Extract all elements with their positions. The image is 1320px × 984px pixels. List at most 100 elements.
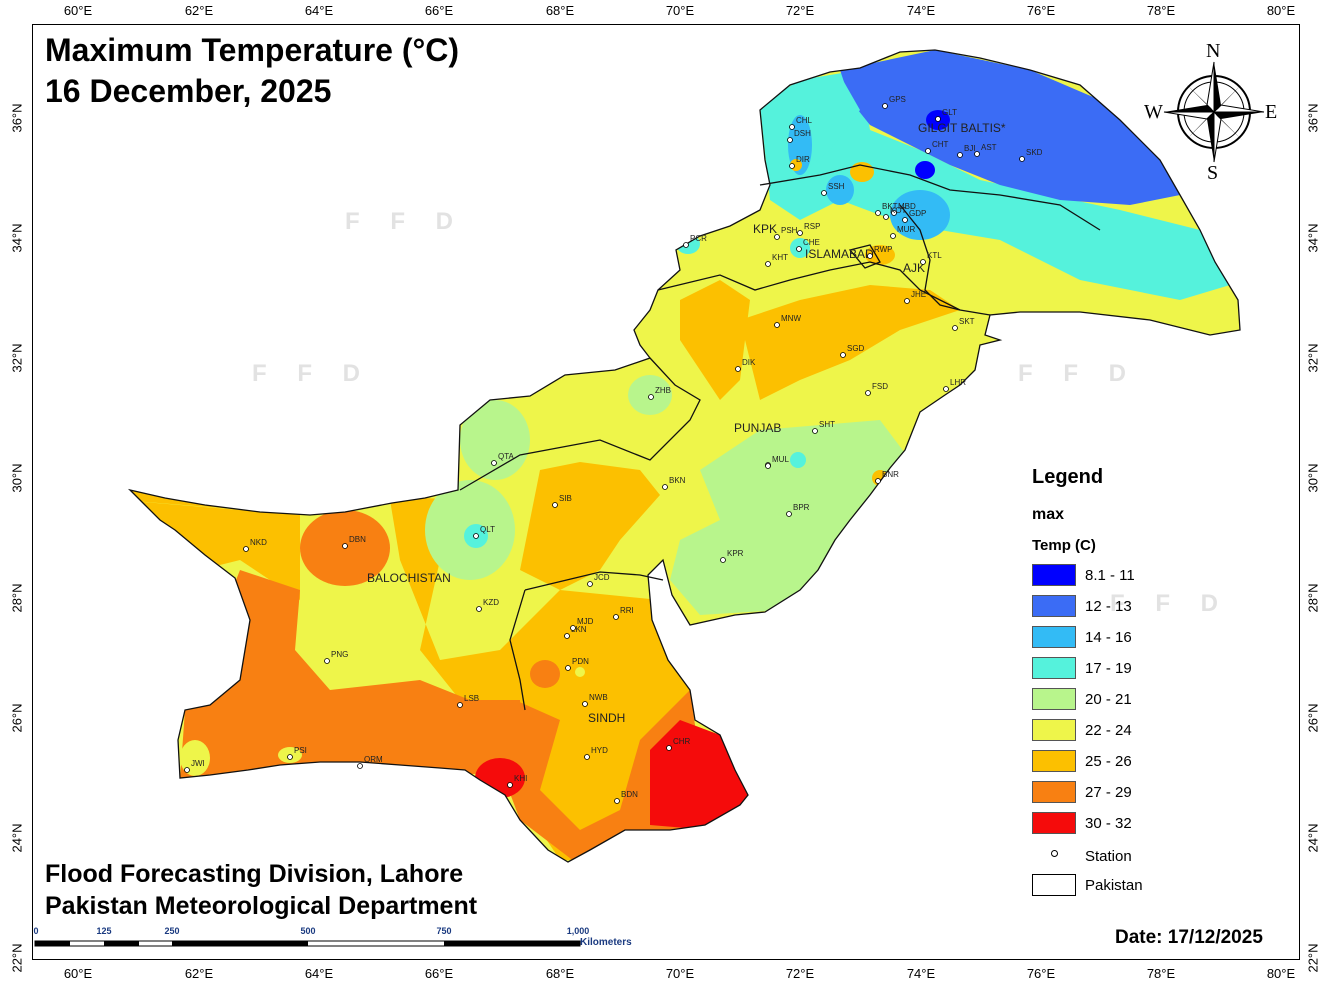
legend-field: Temp (C) <box>1032 537 1096 554</box>
legend-item-label: 30 - 32 <box>1085 815 1132 832</box>
station-marker <box>287 754 293 760</box>
lon-tick-label: 62°E <box>184 3 214 18</box>
station-label: RSP <box>804 222 820 231</box>
legend-item-label: 14 - 16 <box>1085 629 1132 646</box>
station-marker <box>812 428 818 434</box>
legend-item-label: 8.1 - 11 <box>1085 567 1135 584</box>
station-marker <box>342 543 348 549</box>
station-marker <box>974 151 980 157</box>
lon-tick-label: 66°E <box>424 966 454 981</box>
station-label: CHL <box>796 116 813 125</box>
legend-item: 20 - 21 <box>1032 688 1212 712</box>
lon-tick-label: 80°E <box>1266 3 1296 18</box>
station-label: DSH <box>794 129 811 138</box>
station-marker <box>787 137 793 143</box>
region-label: SINDH <box>588 711 625 725</box>
legend-item: 30 - 32 <box>1032 812 1212 836</box>
station-marker <box>865 390 871 396</box>
station-label: BDN <box>621 790 638 799</box>
station-marker <box>648 394 654 400</box>
station-label: PSI <box>294 746 307 755</box>
station-label: SGD <box>847 344 865 353</box>
legend-swatch <box>1032 564 1076 586</box>
credit-line-1: Flood Forecasting Division, Lahore <box>45 860 464 888</box>
scale-number: 0 <box>33 926 39 936</box>
lon-tick-label: 74°E <box>906 3 936 18</box>
station-label: BKN <box>669 476 686 485</box>
station-marker <box>875 478 881 484</box>
lon-tick-label: 62°E <box>184 966 214 981</box>
station-label: PCR <box>690 234 707 243</box>
station-label: LKN <box>571 625 587 634</box>
temp-zone <box>680 280 750 400</box>
lon-tick-label: 78°E <box>1146 966 1176 981</box>
scale-number: 750 <box>436 926 452 936</box>
station-marker <box>473 533 479 539</box>
station-marker <box>565 665 571 671</box>
lon-tick-label: 66°E <box>424 3 454 18</box>
station-marker <box>935 116 941 122</box>
region-label: PUNJAB <box>734 421 781 435</box>
legend-item: 17 - 19 <box>1032 657 1212 681</box>
watermark: F F D <box>1018 360 1138 387</box>
legend-item-label: 12 - 13 <box>1085 598 1132 615</box>
station-label: KOT <box>890 206 907 215</box>
station-marker <box>786 511 792 517</box>
legend-title: Legend <box>1032 466 1104 488</box>
scale-number: 1,000 <box>566 926 590 936</box>
station-label: RRI <box>620 606 634 615</box>
province-boundaries <box>129 49 1241 863</box>
station-marker <box>587 581 593 587</box>
boundary-swatch <box>1032 874 1076 896</box>
scale-number: 250 <box>164 926 180 936</box>
station-label: SHT <box>819 420 835 429</box>
legend-item: 22 - 24 <box>1032 719 1212 743</box>
sindh-north-boundary <box>524 571 664 591</box>
station-marker <box>957 152 963 158</box>
station-marker <box>840 352 846 358</box>
station-marker <box>570 625 576 631</box>
temp-zone <box>180 740 210 776</box>
station-label: QTA <box>498 452 515 461</box>
station-label: PDN <box>572 657 589 666</box>
legend-swatch <box>1032 626 1076 648</box>
punjab-boundary <box>657 261 991 316</box>
station-marker <box>920 259 926 265</box>
station-marker <box>666 745 672 751</box>
station-marker <box>789 124 795 130</box>
station-marker <box>564 633 570 639</box>
station-marker <box>457 702 463 708</box>
temp-zone <box>790 452 806 468</box>
station-marker <box>735 366 741 372</box>
station-label: MBD <box>898 202 916 211</box>
station-label: BNR <box>882 470 899 479</box>
station-label: CHE <box>803 238 820 247</box>
scale-number: 125 <box>96 926 112 936</box>
station-label: JCD <box>594 573 610 582</box>
temp-zone <box>760 70 1230 300</box>
station-label: MJD <box>577 617 594 626</box>
lon-tick-label: 78°E <box>1146 3 1176 18</box>
credit-line-2: Pakistan Meteorological Department <box>45 892 478 920</box>
station-marker <box>613 614 619 620</box>
station-marker <box>491 460 497 466</box>
station-label: BKT <box>882 202 898 211</box>
station-marker <box>883 214 889 220</box>
legend-item: 14 - 16 <box>1032 626 1212 650</box>
station-marker <box>614 798 620 804</box>
station-marker <box>765 463 771 469</box>
station-marker <box>875 210 881 216</box>
lon-tick-label: 60°E <box>63 3 93 18</box>
lon-tick-label: 70°E <box>665 966 695 981</box>
legend-item: 27 - 29 <box>1032 781 1212 805</box>
map-title: Maximum Temperature (°C) <box>45 32 460 68</box>
station-label: HYD <box>591 746 608 755</box>
legend-swatch <box>1032 657 1076 679</box>
station-label: MUL <box>772 455 789 464</box>
station-label: DBN <box>349 535 366 544</box>
legend-item-label: 25 - 26 <box>1085 753 1132 770</box>
station-label: GPS <box>889 95 906 104</box>
balochistan-boundary <box>459 357 701 491</box>
station-label: GLT <box>942 108 957 117</box>
station-marker <box>662 484 668 490</box>
